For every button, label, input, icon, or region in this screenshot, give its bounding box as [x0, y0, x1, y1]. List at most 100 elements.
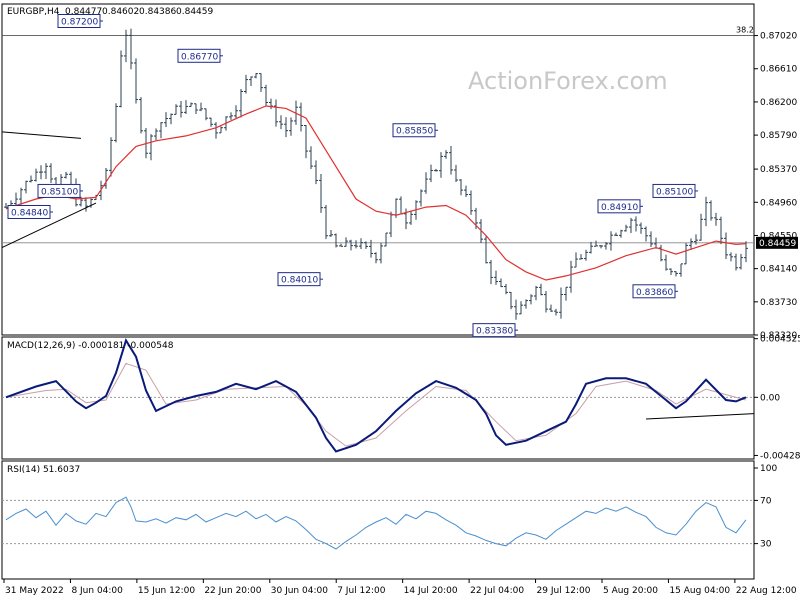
- price-bar: [684, 243, 688, 265]
- annotation-label: 0.86770: [181, 52, 218, 62]
- price-bar: [504, 284, 508, 295]
- x-tick-label: 15 Aug 04:00: [669, 586, 730, 596]
- price-bar: [254, 73, 258, 79]
- price-bar: [549, 304, 553, 312]
- price-bar: [434, 168, 438, 172]
- price-bar: [539, 283, 543, 296]
- price-bar: [499, 278, 503, 288]
- price-bar: [709, 200, 713, 221]
- price-bar: [334, 233, 338, 248]
- price-bar: [689, 238, 693, 250]
- price-y-tick-label: 0.83320: [760, 331, 797, 341]
- price-bar: [219, 126, 223, 134]
- watermark: ActionForex.com: [468, 67, 668, 95]
- price-y-tick-label: 0.85370: [760, 165, 797, 175]
- price-bar: [634, 216, 638, 232]
- price-bar: [544, 291, 548, 313]
- price-bar: [234, 105, 238, 120]
- ohlc-close: 0.84459: [176, 7, 213, 17]
- price-bar: [349, 239, 353, 251]
- price-bar: [44, 163, 48, 180]
- price-bar: [339, 243, 343, 247]
- annotation-label: 0.87200: [61, 17, 98, 27]
- price-bar: [104, 167, 108, 189]
- price-bar: [409, 210, 413, 225]
- price-bar: [344, 237, 348, 247]
- annotation-box: [57, 13, 101, 28]
- price-bar: [739, 253, 743, 270]
- annotation-box: [597, 199, 641, 214]
- price-annotation: 0.85100: [37, 183, 83, 198]
- price-bar: [24, 180, 28, 194]
- price-bar: [599, 244, 603, 249]
- price-bar: [674, 271, 678, 277]
- price-bar: [639, 222, 643, 234]
- rsi-y-tick-label: 30: [760, 540, 772, 550]
- price-bar: [459, 179, 463, 196]
- price-bar: [524, 299, 528, 309]
- price-bar: [589, 241, 593, 254]
- price-bar: [384, 232, 388, 247]
- price-bar: [84, 197, 88, 212]
- rsi-line: [5, 496, 747, 550]
- annotation-box: [652, 183, 696, 198]
- price-bar: [244, 74, 248, 94]
- price-y-tick-label: 0.83730: [760, 298, 797, 308]
- annotation-label: 0.84840: [11, 208, 48, 218]
- rsi-panel-border: [1, 460, 755, 580]
- price-bar: [594, 240, 598, 247]
- price-bar: [559, 287, 563, 319]
- price-bar: [554, 308, 558, 316]
- price-y-tick-label: 0.86200: [760, 98, 797, 108]
- rsi-title: RSI(14) 51.6037: [7, 465, 80, 475]
- price-bar: [734, 253, 738, 271]
- triangle-lower-trendline: [1, 202, 97, 249]
- price-bar: [149, 134, 153, 161]
- price-y-tick-label: 0.87020: [760, 32, 797, 42]
- annotation-label: 0.83380: [476, 327, 513, 337]
- price-bar: [134, 58, 138, 104]
- price-y-tick-label: 0.86610: [760, 65, 797, 75]
- price-bar: [579, 254, 583, 260]
- symbol-header: EURGBP,H4: [7, 7, 60, 17]
- current-price-box: [756, 236, 798, 249]
- price-annotation: 0.84010: [277, 272, 323, 287]
- price-y-tick-label: 0.84960: [760, 198, 797, 208]
- annotation-box: [37, 183, 81, 198]
- price-bar: [424, 172, 428, 194]
- annotation-label: 0.84910: [601, 203, 638, 213]
- price-bar: [39, 165, 43, 180]
- price-annotation: 0.83380: [472, 323, 518, 338]
- price-bar: [574, 252, 578, 268]
- price-bar: [229, 112, 233, 120]
- price-bar: [529, 294, 533, 305]
- price-bar: [664, 254, 668, 271]
- x-tick-label: 22 Jul 04:00: [470, 586, 524, 596]
- price-y-tick-label: 0.85790: [760, 131, 797, 141]
- price-panel: 38.2 0.87200 0.86770 0.85850 0.85100 0.84840 0…: [1, 13, 754, 338]
- price-bar: [159, 122, 163, 139]
- price-bar: [429, 164, 433, 183]
- price-bar: [379, 243, 383, 264]
- price-bar: [729, 252, 733, 262]
- price-bar: [179, 101, 183, 118]
- price-bar: [369, 239, 373, 258]
- price-bar: [284, 117, 288, 138]
- annotation-box: [7, 204, 51, 219]
- macd-line: [5, 337, 747, 453]
- annotation-box: [472, 323, 516, 338]
- price-bar: [629, 217, 633, 234]
- macd-y-tick-label: -0.004288: [760, 451, 800, 461]
- macd-panel-border: [1, 336, 755, 460]
- price-bar: [209, 117, 213, 127]
- price-bar: [509, 291, 513, 310]
- annotation-label: 0.84010: [281, 276, 318, 286]
- annotation-box: [177, 48, 221, 63]
- price-bar: [534, 285, 538, 301]
- price-bar: [659, 244, 663, 262]
- price-bar: [214, 122, 218, 139]
- price-bar: [324, 204, 328, 240]
- price-bar: [609, 231, 613, 251]
- price-bar: [724, 232, 728, 260]
- price-annotation: 0.87200: [57, 13, 103, 28]
